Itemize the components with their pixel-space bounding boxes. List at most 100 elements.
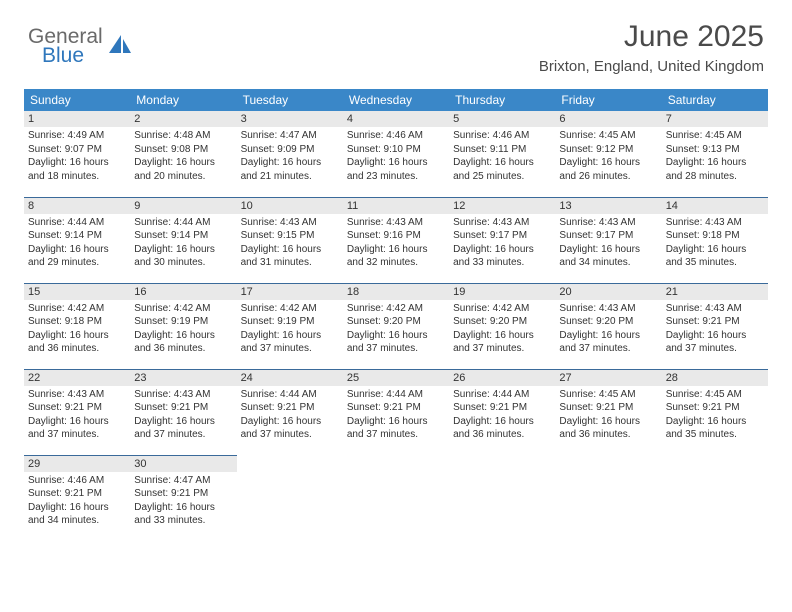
day-number: 29 <box>24 456 130 472</box>
day-number: 18 <box>343 284 449 300</box>
calendar-cell: 29 Sunrise: 4:46 AMSunset: 9:21 PMDayligh… <box>24 455 130 541</box>
calendar-cell: 9 Sunrise: 4:44 AMSunset: 9:14 PMDaylight… <box>130 197 236 283</box>
day-number: 21 <box>662 284 768 300</box>
day-number: 9 <box>130 198 236 214</box>
day-details: Sunrise: 4:45 AMSunset: 9:21 PMDaylight:… <box>559 388 657 442</box>
day-details: Sunrise: 4:46 AMSunset: 9:10 PMDaylight:… <box>347 129 445 183</box>
day-number: 23 <box>130 370 236 386</box>
day-number: 1 <box>24 111 130 127</box>
calendar-cell: 8 Sunrise: 4:44 AMSunset: 9:14 PMDaylight… <box>24 197 130 283</box>
day-details: Sunrise: 4:47 AMSunset: 9:09 PMDaylight:… <box>241 129 339 183</box>
calendar-cell <box>662 455 768 541</box>
calendar-cell: 15 Sunrise: 4:42 AMSunset: 9:18 PMDayligh… <box>24 283 130 369</box>
day-number: 17 <box>237 284 343 300</box>
day-number: 14 <box>662 198 768 214</box>
day-details: Sunrise: 4:44 AMSunset: 9:21 PMDaylight:… <box>241 388 339 442</box>
day-details: Sunrise: 4:47 AMSunset: 9:21 PMDaylight:… <box>134 474 232 528</box>
day-details: Sunrise: 4:46 AMSunset: 9:11 PMDaylight:… <box>453 129 551 183</box>
calendar-cell <box>237 455 343 541</box>
day-number: 7 <box>662 111 768 127</box>
calendar-cell <box>343 455 449 541</box>
calendar-row: 22Sunrise: 4:43 AMSunset: 9:21 PMDayligh… <box>24 369 768 455</box>
weekday-header: Friday <box>555 89 661 111</box>
calendar-cell: 25Sunrise: 4:44 AMSunset: 9:21 PMDayligh… <box>343 369 449 455</box>
day-number: 2 <box>130 111 236 127</box>
day-details: Sunrise: 4:46 AMSunset: 9:21 PMDaylight:… <box>28 474 126 528</box>
calendar-cell: 28 Sunrise: 4:45 AMSunset: 9:21 PMDayligh… <box>662 369 768 455</box>
calendar-row: 29 Sunrise: 4:46 AMSunset: 9:21 PMDayligh… <box>24 455 768 541</box>
day-number: 12 <box>449 198 555 214</box>
calendar-cell: 18Sunrise: 4:42 AMSunset: 9:20 PMDayligh… <box>343 283 449 369</box>
day-details: Sunrise: 4:44 AMSunset: 9:14 PMDaylight:… <box>28 216 126 270</box>
day-details: Sunrise: 4:42 AMSunset: 9:18 PMDaylight:… <box>28 302 126 356</box>
calendar-cell <box>555 455 661 541</box>
day-number: 13 <box>555 198 661 214</box>
day-number: 4 <box>343 111 449 127</box>
day-details: Sunrise: 4:42 AMSunset: 9:20 PMDaylight:… <box>453 302 551 356</box>
day-details: Sunrise: 4:43 AMSunset: 9:21 PMDaylight:… <box>666 302 764 356</box>
calendar-body: 1 Sunrise: 4:49 AMSunset: 9:07 PMDaylight… <box>24 111 768 541</box>
logo-sail-icon <box>107 33 133 55</box>
calendar-cell: 16 Sunrise: 4:42 AMSunset: 9:19 PMDayligh… <box>130 283 236 369</box>
day-number: 24 <box>237 370 343 386</box>
weekday-header: Thursday <box>449 89 555 111</box>
calendar-cell: 10 Sunrise: 4:43 AMSunset: 9:15 PMDayligh… <box>237 197 343 283</box>
weekday-header: Tuesday <box>237 89 343 111</box>
calendar-cell: 22Sunrise: 4:43 AMSunset: 9:21 PMDayligh… <box>24 369 130 455</box>
day-number: 27 <box>555 370 661 386</box>
calendar-cell: 17 Sunrise: 4:42 AMSunset: 9:19 PMDayligh… <box>237 283 343 369</box>
calendar-cell: 7 Sunrise: 4:45 AMSunset: 9:13 PMDaylight… <box>662 111 768 197</box>
day-number: 15 <box>24 284 130 300</box>
day-details: Sunrise: 4:42 AMSunset: 9:19 PMDaylight:… <box>134 302 232 356</box>
day-details: Sunrise: 4:45 AMSunset: 9:13 PMDaylight:… <box>666 129 764 183</box>
day-details: Sunrise: 4:45 AMSunset: 9:21 PMDaylight:… <box>666 388 764 442</box>
day-number: 20 <box>555 284 661 300</box>
calendar-cell: 23Sunrise: 4:43 AMSunset: 9:21 PMDayligh… <box>130 369 236 455</box>
day-number: 30 <box>130 456 236 472</box>
day-details: Sunrise: 4:45 AMSunset: 9:12 PMDaylight:… <box>559 129 657 183</box>
day-details: Sunrise: 4:43 AMSunset: 9:18 PMDaylight:… <box>666 216 764 270</box>
day-number: 8 <box>24 198 130 214</box>
day-details: Sunrise: 4:43 AMSunset: 9:15 PMDaylight:… <box>241 216 339 270</box>
calendar-cell: 20 Sunrise: 4:43 AMSunset: 9:20 PMDayligh… <box>555 283 661 369</box>
calendar-row: 1 Sunrise: 4:49 AMSunset: 9:07 PMDaylight… <box>24 111 768 197</box>
calendar-row: 8Sunrise: 4:44 AMSunset: 9:14 PMDaylight… <box>24 197 768 283</box>
calendar-cell: 2Sunrise: 4:48 AMSunset: 9:08 PMDaylight… <box>130 111 236 197</box>
weekday-header-row: Sunday Monday Tuesday Wednesday Thursday… <box>24 89 768 111</box>
calendar-cell: 1 Sunrise: 4:49 AMSunset: 9:07 PMDaylight… <box>24 111 130 197</box>
weekday-header: Saturday <box>662 89 768 111</box>
day-details: Sunrise: 4:49 AMSunset: 9:07 PMDaylight:… <box>28 129 126 183</box>
day-number: 10 <box>237 198 343 214</box>
day-number: 16 <box>130 284 236 300</box>
page-header: General Blue June 2025 Brixton, England,… <box>0 0 792 81</box>
day-number: 6 <box>555 111 661 127</box>
day-details: Sunrise: 4:43 AMSunset: 9:16 PMDaylight:… <box>347 216 445 270</box>
location-text: Brixton, England, United Kingdom <box>539 58 764 75</box>
day-details: Sunrise: 4:43 AMSunset: 9:20 PMDaylight:… <box>559 302 657 356</box>
calendar-cell: 24 Sunrise: 4:44 AMSunset: 9:21 PMDayligh… <box>237 369 343 455</box>
day-details: Sunrise: 4:43 AMSunset: 9:17 PMDaylight:… <box>453 216 551 270</box>
weekday-header: Wednesday <box>343 89 449 111</box>
calendar-cell: 13 Sunrise: 4:43 AMSunset: 9:17 PMDayligh… <box>555 197 661 283</box>
calendar-cell: 6 Sunrise: 4:45 AMSunset: 9:12 PMDaylight… <box>555 111 661 197</box>
calendar-cell: 3Sunrise: 4:47 AMSunset: 9:09 PMDaylight… <box>237 111 343 197</box>
day-number: 28 <box>662 370 768 386</box>
calendar-cell: 27 Sunrise: 4:45 AMSunset: 9:21 PMDayligh… <box>555 369 661 455</box>
day-details: Sunrise: 4:43 AMSunset: 9:17 PMDaylight:… <box>559 216 657 270</box>
calendar-cell <box>449 455 555 541</box>
calendar-cell: 12 Sunrise: 4:43 AMSunset: 9:17 PMDayligh… <box>449 197 555 283</box>
calendar-cell: 26Sunrise: 4:44 AMSunset: 9:21 PMDayligh… <box>449 369 555 455</box>
day-number: 11 <box>343 198 449 214</box>
logo: General Blue <box>28 26 133 66</box>
calendar-row: 15 Sunrise: 4:42 AMSunset: 9:18 PMDayligh… <box>24 283 768 369</box>
calendar-cell: 19 Sunrise: 4:42 AMSunset: 9:20 PMDayligh… <box>449 283 555 369</box>
day-number: 5 <box>449 111 555 127</box>
logo-text-blue: Blue <box>42 45 103 66</box>
day-details: Sunrise: 4:44 AMSunset: 9:14 PMDaylight:… <box>134 216 232 270</box>
day-number: 19 <box>449 284 555 300</box>
calendar-table: Sunday Monday Tuesday Wednesday Thursday… <box>24 89 768 541</box>
day-number: 25 <box>343 370 449 386</box>
month-title: June 2025 <box>539 20 764 54</box>
day-details: Sunrise: 4:42 AMSunset: 9:19 PMDaylight:… <box>241 302 339 356</box>
weekday-header: Monday <box>130 89 236 111</box>
